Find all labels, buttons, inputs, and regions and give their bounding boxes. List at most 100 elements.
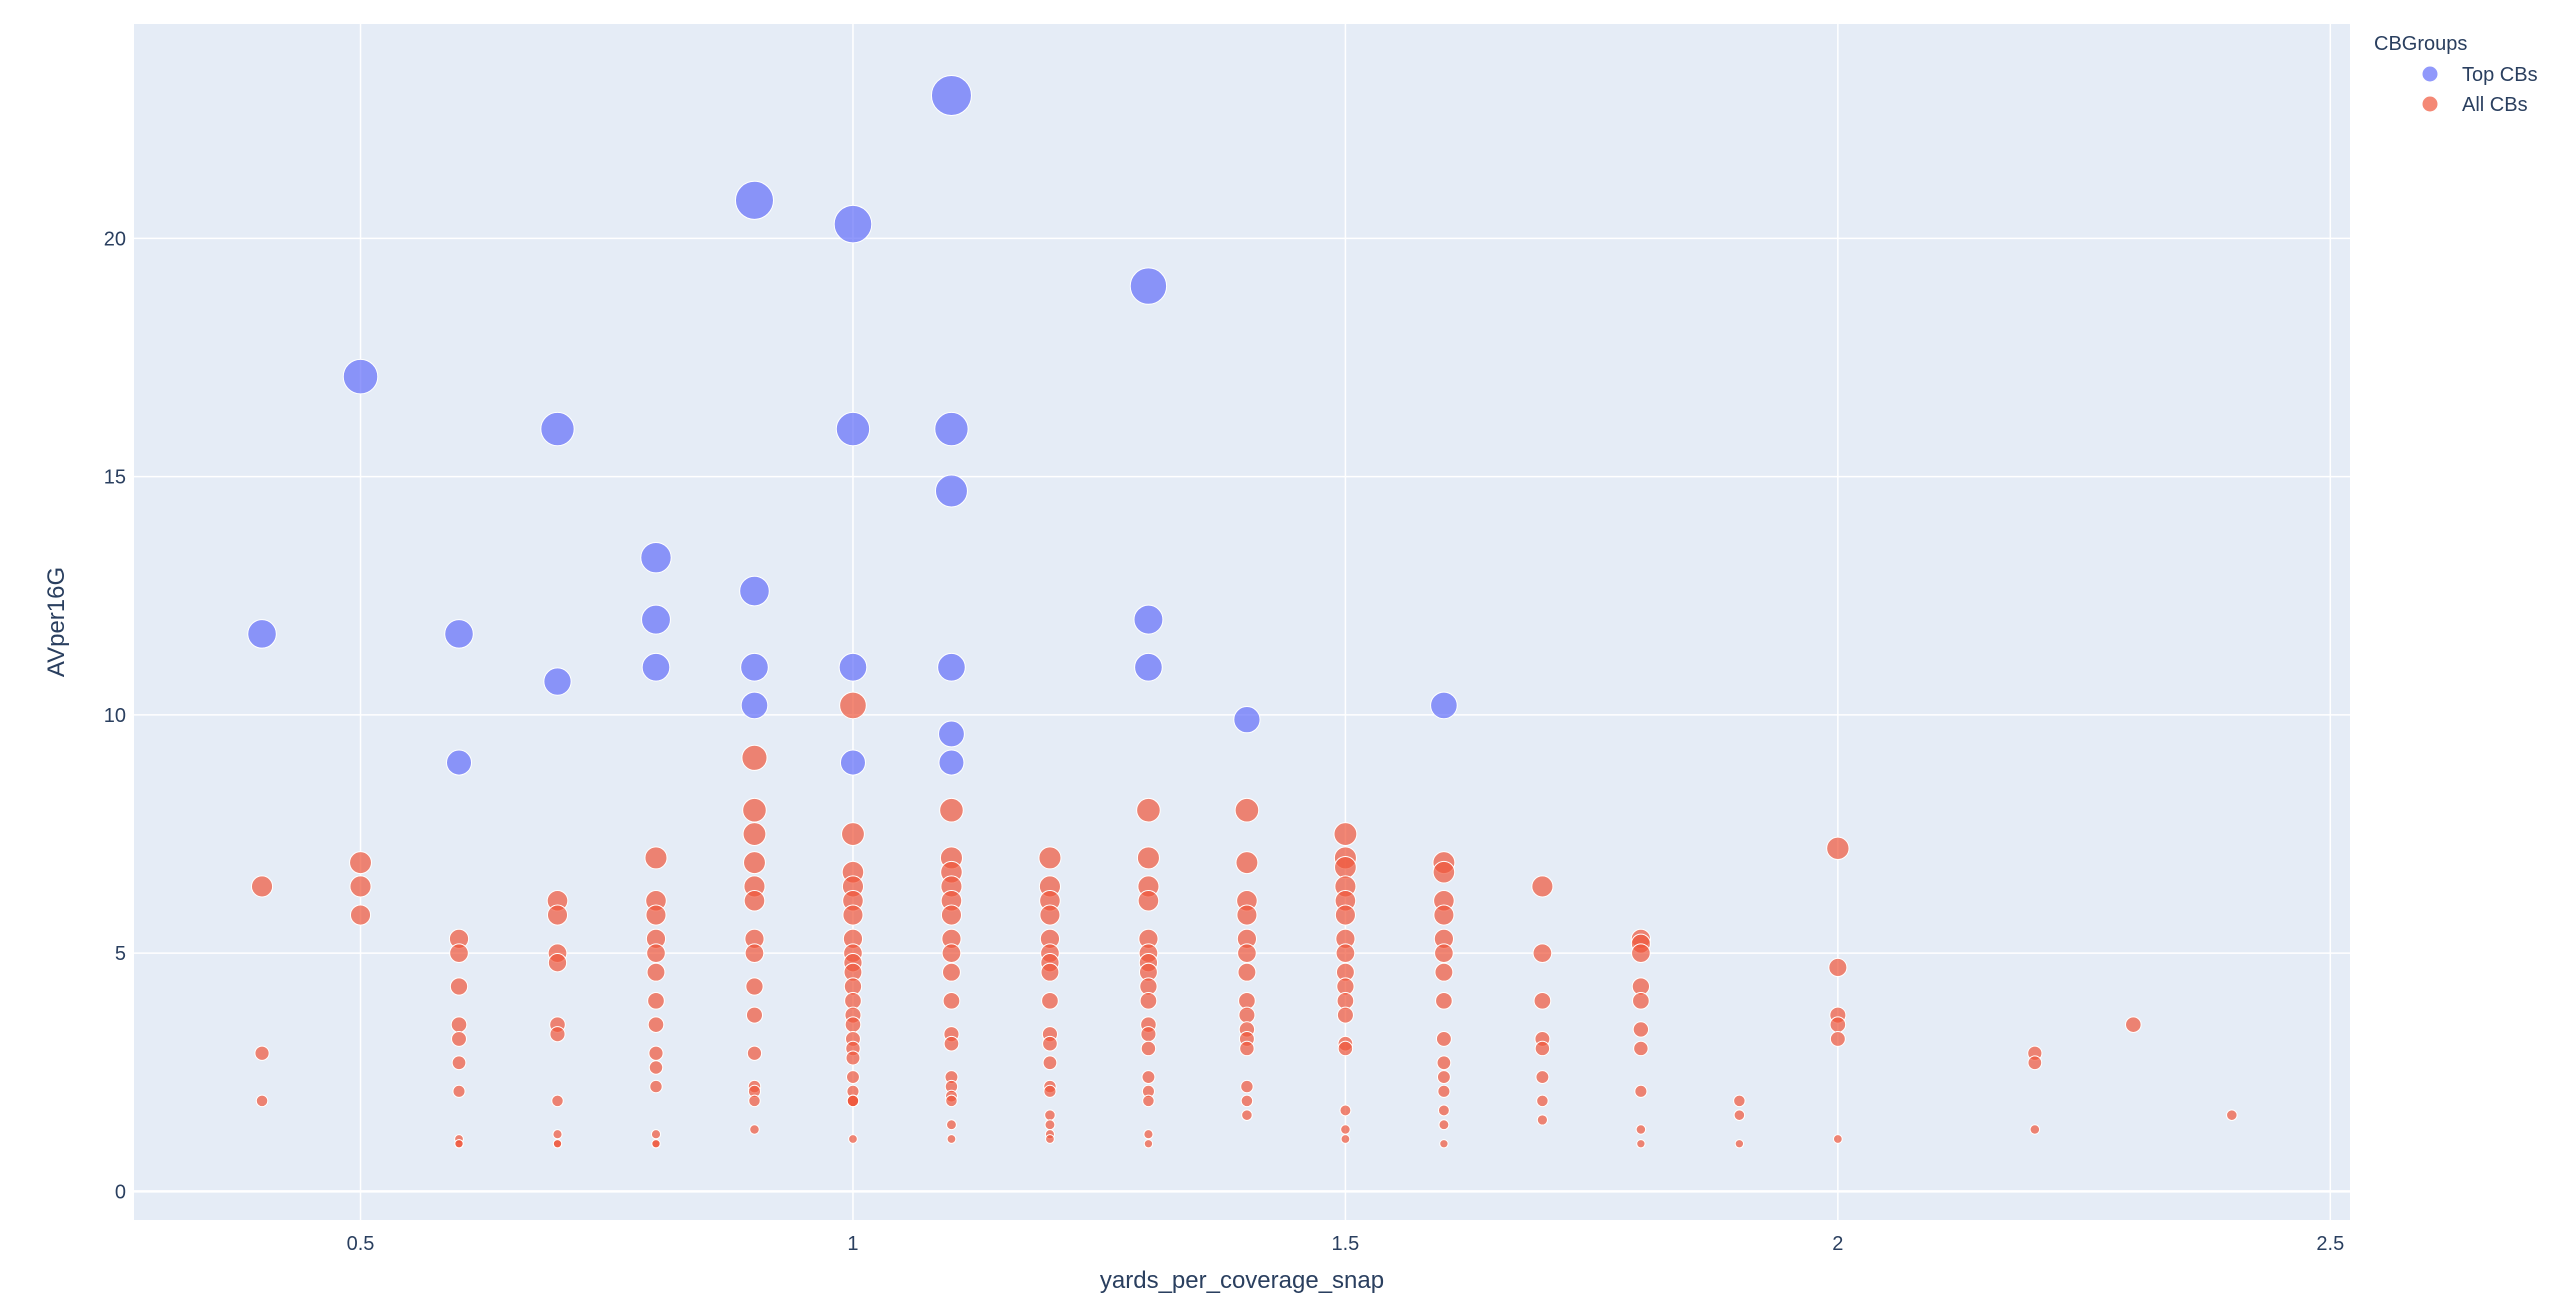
data-point[interactable] (1432, 860, 1456, 884)
data-point[interactable] (833, 204, 873, 244)
data-point[interactable] (1535, 1070, 1550, 1085)
data-point[interactable] (1631, 943, 1651, 963)
data-point[interactable] (1536, 1094, 1549, 1108)
data-point[interactable] (744, 943, 765, 963)
data-point[interactable] (349, 904, 372, 926)
data-point[interactable] (650, 1129, 662, 1140)
data-point[interactable] (1238, 1006, 1256, 1024)
data-point[interactable] (942, 991, 961, 1010)
data-point[interactable] (645, 904, 667, 926)
data-point[interactable] (943, 1035, 960, 1052)
data-point[interactable] (1335, 943, 1356, 963)
data-point[interactable] (1136, 846, 1160, 870)
data-point[interactable] (838, 652, 868, 682)
data-point[interactable] (740, 652, 769, 682)
data-point[interactable] (1340, 1124, 1351, 1135)
data-point[interactable] (449, 977, 469, 996)
data-point[interactable] (734, 180, 774, 220)
data-point[interactable] (1141, 1070, 1156, 1085)
data-point[interactable] (1435, 991, 1453, 1010)
data-point[interactable] (543, 667, 572, 696)
data-point[interactable] (644, 846, 668, 870)
data-point[interactable] (1437, 1084, 1451, 1098)
data-point[interactable] (1129, 267, 1168, 305)
data-point[interactable] (1140, 1026, 1157, 1043)
data-point[interactable] (2027, 1055, 2043, 1071)
data-point[interactable] (1436, 1055, 1452, 1071)
data-point[interactable] (742, 822, 767, 846)
data-point[interactable] (349, 875, 372, 898)
data-point[interactable] (1826, 836, 1850, 861)
data-point[interactable] (1042, 1055, 1058, 1071)
data-point[interactable] (1339, 1104, 1352, 1117)
data-point[interactable] (250, 875, 274, 898)
data-point[interactable] (1336, 1006, 1354, 1024)
data-point[interactable] (1334, 856, 1357, 879)
data-point[interactable] (1233, 706, 1261, 734)
data-point[interactable] (1134, 652, 1163, 682)
data-point[interactable] (1633, 1040, 1649, 1057)
data-point[interactable] (1133, 604, 1164, 635)
data-point[interactable] (647, 991, 665, 1010)
data-point[interactable] (450, 1016, 468, 1033)
data-point[interactable] (1439, 1139, 1449, 1149)
data-point[interactable] (940, 904, 963, 926)
data-point[interactable] (454, 1139, 464, 1149)
data-point[interactable] (946, 1119, 957, 1131)
data-point[interactable] (449, 943, 469, 963)
data-point[interactable] (1434, 962, 1454, 982)
data-point[interactable] (1239, 1040, 1255, 1057)
data-point[interactable] (1237, 962, 1257, 982)
data-point[interactable] (1632, 1021, 1650, 1038)
data-point[interactable] (648, 1060, 664, 1075)
data-point[interactable] (1430, 691, 1458, 720)
data-point[interactable] (1136, 797, 1161, 823)
data-point[interactable] (2125, 1016, 2142, 1033)
data-point[interactable] (648, 1045, 664, 1061)
data-point[interactable] (255, 1094, 269, 1108)
data-point[interactable] (934, 411, 969, 447)
data-point[interactable] (1733, 1094, 1746, 1108)
data-point[interactable] (1337, 1040, 1354, 1057)
data-point[interactable] (945, 1094, 958, 1108)
data-point[interactable] (552, 1129, 563, 1140)
legend-item-top-cbs[interactable]: Top CBs (2421, 64, 2538, 86)
data-point[interactable] (739, 575, 770, 607)
data-point[interactable] (743, 851, 766, 875)
data-point[interactable] (930, 74, 972, 116)
data-point[interactable] (444, 619, 474, 649)
data-point[interactable] (1038, 846, 1062, 870)
data-point[interactable] (946, 1134, 957, 1144)
data-point[interactable] (839, 691, 867, 720)
data-point[interactable] (842, 904, 864, 926)
data-point[interactable] (1531, 875, 1554, 898)
data-point[interactable] (1340, 1134, 1351, 1144)
data-point[interactable] (841, 822, 865, 846)
data-point[interactable] (741, 744, 768, 771)
data-point[interactable] (1044, 1119, 1056, 1131)
data-point[interactable] (1828, 957, 1848, 977)
data-point[interactable] (2029, 1124, 2041, 1135)
data-point[interactable] (848, 1134, 858, 1144)
data-point[interactable] (845, 1050, 861, 1066)
data-point[interactable] (1235, 851, 1259, 875)
data-point[interactable] (451, 1030, 467, 1047)
data-point[interactable] (1040, 962, 1060, 982)
data-point[interactable] (452, 1084, 466, 1098)
data-point[interactable] (646, 943, 666, 963)
data-point[interactable] (647, 1016, 665, 1033)
data-point[interactable] (1045, 1134, 1055, 1144)
data-point[interactable] (1044, 1109, 1056, 1121)
data-point[interactable] (446, 749, 473, 776)
data-point[interactable] (846, 1070, 860, 1085)
data-point[interactable] (1237, 943, 1257, 963)
data-point[interactable] (835, 411, 871, 447)
data-point[interactable] (641, 652, 671, 682)
data-point[interactable] (1733, 1109, 1746, 1121)
data-point[interactable] (1240, 1094, 1254, 1108)
data-point[interactable] (349, 851, 372, 875)
data-point[interactable] (551, 1094, 564, 1108)
data-point[interactable] (743, 889, 766, 912)
data-point[interactable] (1636, 1139, 1646, 1149)
data-point[interactable] (1039, 904, 1061, 926)
